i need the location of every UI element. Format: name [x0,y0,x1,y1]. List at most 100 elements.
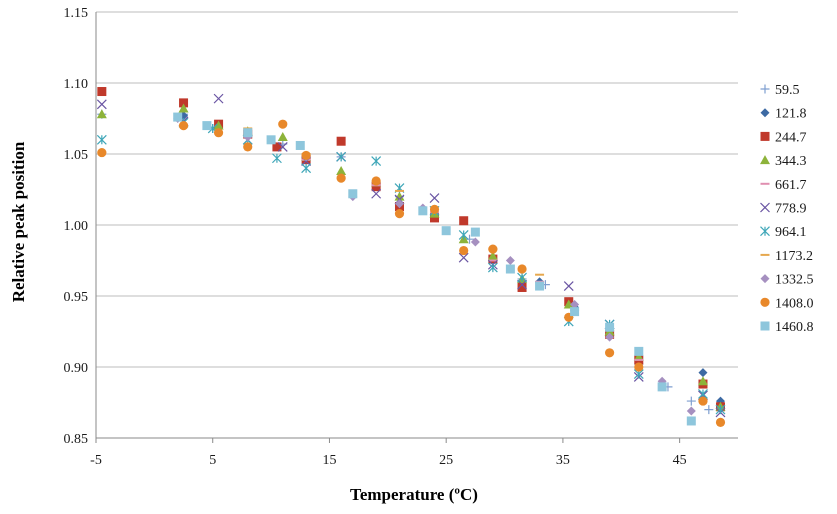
data-point [698,368,708,378]
data-point [272,142,282,152]
data-point [459,245,469,256]
data-point [633,352,644,362]
data-point [698,396,708,406]
data-point [243,128,253,138]
legend-item: 964.1 [760,225,807,240]
data-point [336,136,346,146]
series-0 [97,109,714,415]
data-point [179,98,189,108]
data-point [715,417,726,427]
y-tick-label: 1.00 [64,219,89,234]
legend-label: 244.7 [775,130,807,145]
data-point [458,230,469,240]
y-tick-label: 0.90 [64,361,89,376]
series-2 [97,87,725,412]
data-point [295,140,305,150]
data-point [517,279,527,290]
legend-label: 661.7 [775,178,807,193]
data-point [563,299,574,309]
legend-marker [760,84,770,94]
data-point [336,166,347,176]
legend-marker [760,202,770,213]
data-point [465,234,475,244]
x-tick-label: 25 [439,453,453,468]
x-tick-label: 45 [673,453,687,468]
y-axis-title: Relative peak position [9,141,28,302]
data-point [96,109,107,119]
series-10 [173,112,696,426]
series-9 [97,119,726,427]
data-point [394,199,404,209]
data-point [505,264,515,274]
data-point [715,404,726,415]
legend-marker [760,297,770,307]
data-point [570,307,580,317]
data-point [178,103,189,113]
data-point [570,300,580,310]
data-point [686,416,696,426]
x-tick-label: -5 [90,453,102,468]
data-point [336,173,346,183]
tick-labels: 0.85 0.90 0.95 1.00 1.05 1.10 1.15 -5 5 15 25 35 45 [64,6,687,468]
data-point [371,182,381,192]
y-tick-label: 1.10 [64,77,89,92]
data-point [277,131,288,141]
data-point [441,226,451,236]
legend-marker [760,226,770,237]
data-point [301,163,312,174]
legend-item: 1173.2 [760,249,813,264]
data-point [470,237,480,247]
series-5 [96,93,726,418]
legend-item: 1332.5 [760,273,814,288]
data-point [487,251,498,261]
data-point [272,153,282,164]
data-point [704,405,714,415]
data-point [487,262,498,273]
data-point [202,121,212,131]
data-point [97,147,107,158]
legend-item: 59.5 [760,83,800,98]
data-point [429,193,440,203]
data-point [277,141,288,152]
legend-label: 1408.0 [775,296,814,311]
legend-item: 1460.8 [760,320,814,335]
series-4 [243,134,644,361]
axes [95,12,738,443]
series-6 [96,117,726,415]
data-point [697,376,708,386]
data-point [459,216,469,226]
data-point [266,135,276,145]
data-point [371,176,381,186]
data-point [213,93,224,104]
data-point [605,322,615,332]
data-point [213,128,224,138]
data-point [686,406,696,416]
legend: 59.5 121.8 244.7 344.3 661.7 778.9 964.1 1173.2… [760,83,814,335]
data-point [278,119,288,129]
data-point [657,382,667,392]
data-point [517,282,527,292]
y-tick-label: 1.05 [64,148,89,163]
data-points [96,87,726,427]
legend-marker [760,155,770,165]
legend-item: 661.7 [760,178,807,193]
data-point [470,227,480,237]
legend-item: 344.3 [760,154,807,169]
legend-marker [760,108,770,118]
data-point [488,244,498,254]
y-tick-label: 0.95 [64,290,89,305]
legend-label: 778.9 [775,202,807,217]
data-point [371,188,382,199]
legend-label: 1460.8 [775,320,814,335]
legend-item: 778.9 [760,202,807,217]
legend-marker [760,321,770,331]
legend-label: 964.1 [775,225,807,240]
legend-label: 344.3 [775,154,807,169]
series-8 [173,114,696,416]
data-point [394,191,405,201]
data-point [96,134,107,145]
legend-item: 121.8 [760,107,807,122]
data-point [517,264,527,274]
data-point [605,332,615,342]
legend-label: 59.5 [775,83,800,98]
